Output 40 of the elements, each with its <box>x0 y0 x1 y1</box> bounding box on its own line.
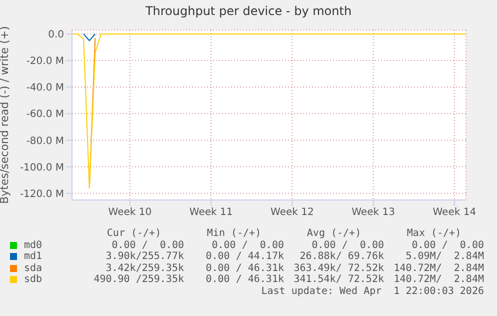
text: 0.00 / 0.00 <box>210 240 284 251</box>
text: Last update: Wed Apr 1 22:00:03 2026 <box>260 286 484 297</box>
text: 490.90 /259.35k <box>92 274 184 286</box>
x-tick-label: Week 14 <box>432 207 476 218</box>
y-tick-label: 0.0 <box>48 30 64 41</box>
text: 3.42k/259.35k <box>104 262 184 274</box>
text: 26.88k/ 69.76k <box>298 251 384 262</box>
y-tick-label: -60.0 M <box>26 109 64 120</box>
text: 0.00 / 0.00 <box>410 240 484 251</box>
text: Min (-/+) <box>206 228 262 240</box>
x-tick-label: Week 13 <box>352 207 395 218</box>
x-tick-label: Week 11 <box>189 207 233 218</box>
chart-title: Throughput per device - by month <box>144 4 353 20</box>
text: 140.72M/ 2.84M <box>392 262 484 274</box>
text: 0.00 / 44.17k <box>204 251 284 262</box>
text: Cur (-/+) <box>106 228 162 240</box>
legend-label: sdb <box>24 274 44 286</box>
x-tick-label: Week 12 <box>270 207 314 218</box>
line-series <box>72 33 466 189</box>
text: Avg (-/+) <box>306 228 362 240</box>
y-tick-label: -20.0 M <box>26 56 64 68</box>
x-tick-label: Week 10 <box>108 207 152 218</box>
text: 0.00 / 0.00 <box>310 240 384 251</box>
text: 140.72M/ 2.84M <box>392 274 484 286</box>
text: 3.90k/255.77k <box>104 251 184 262</box>
y-tick-label: -40.0 M <box>26 82 64 94</box>
text: Max (-/+) <box>406 228 462 240</box>
text: 0.00 / 0.00 <box>110 240 184 251</box>
text: 5.09M/ 2.84M <box>404 251 484 262</box>
y-tick-label: -80.0 M <box>26 136 64 147</box>
y-tick-label: -100.0 M <box>20 162 64 174</box>
text: 341.54k/ 72.52k <box>292 274 384 286</box>
text: 0.00 / 46.31k <box>204 274 284 286</box>
text: 363.49k/ 72.52k <box>292 262 384 274</box>
text: 0.00 / 46.31k <box>204 262 284 274</box>
y-axis-title: Bytes/second read (-) / write (+) <box>0 26 11 204</box>
y-tick-label: -120.0 M <box>20 188 64 200</box>
legend-label: md0 <box>24 240 44 251</box>
legend-label: md1 <box>24 251 44 262</box>
legend-label: sda <box>24 262 44 274</box>
